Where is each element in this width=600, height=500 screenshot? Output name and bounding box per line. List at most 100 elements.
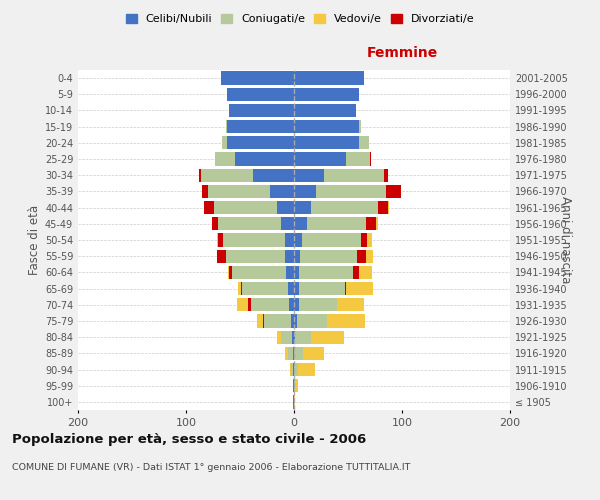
Bar	[287, 282, 294, 295]
Bar	[328, 314, 365, 328]
Text: Femmine: Femmine	[367, 46, 437, 60]
Bar	[218, 234, 223, 246]
Bar	[294, 104, 356, 117]
Bar	[376, 217, 378, 230]
Bar	[367, 234, 372, 246]
Bar	[215, 152, 235, 166]
Bar	[299, 266, 353, 279]
Bar	[302, 346, 324, 360]
Bar	[286, 234, 294, 246]
Bar	[294, 298, 299, 312]
Bar	[289, 298, 294, 312]
Bar	[281, 217, 294, 230]
Bar	[294, 168, 324, 182]
Bar	[199, 168, 201, 182]
Legend: Celibi/Nubili, Coniugati/e, Vedovi/e, Divorziati/e: Celibi/Nubili, Coniugati/e, Vedovi/e, Di…	[122, 10, 478, 28]
Bar	[227, 120, 294, 134]
Bar	[294, 346, 302, 360]
Bar	[367, 217, 376, 230]
Bar	[294, 185, 316, 198]
Text: Popolazione per età, sesso e stato civile - 2006: Popolazione per età, sesso e stato civil…	[12, 432, 366, 446]
Bar	[293, 379, 294, 392]
Bar	[218, 217, 281, 230]
Bar	[264, 314, 291, 328]
Bar	[359, 136, 368, 149]
Bar	[237, 298, 248, 312]
Bar	[294, 136, 359, 149]
Bar	[286, 266, 294, 279]
Text: COMUNE DI FUMANE (VR) - Dati ISTAT 1° gennaio 2006 - Elaborazione TUTTITALIA.IT: COMUNE DI FUMANE (VR) - Dati ISTAT 1° ge…	[12, 462, 410, 471]
Bar	[353, 266, 359, 279]
Bar	[227, 136, 294, 149]
Bar	[277, 330, 281, 344]
Bar	[294, 201, 311, 214]
Y-axis label: Anni di nascita: Anni di nascita	[559, 196, 572, 284]
Bar	[383, 168, 388, 182]
Bar	[345, 282, 346, 295]
Bar	[242, 282, 287, 295]
Bar	[253, 168, 294, 182]
Bar	[229, 104, 294, 117]
Bar	[293, 346, 294, 360]
Bar	[291, 363, 293, 376]
Bar	[359, 266, 372, 279]
Bar	[307, 217, 367, 230]
Bar	[221, 72, 294, 85]
Bar	[301, 250, 356, 263]
Bar	[227, 88, 294, 101]
Bar	[221, 136, 227, 149]
Bar	[217, 250, 226, 263]
Bar	[388, 201, 389, 214]
Bar	[361, 234, 367, 246]
Bar	[294, 250, 301, 263]
Bar	[346, 152, 370, 166]
Y-axis label: Fasce di età: Fasce di età	[28, 205, 41, 275]
Bar	[367, 250, 373, 263]
Bar	[217, 234, 218, 246]
Bar	[293, 396, 294, 408]
Bar	[302, 234, 361, 246]
Bar	[281, 330, 292, 344]
Bar	[226, 250, 286, 263]
Bar	[298, 363, 314, 376]
Bar	[277, 201, 294, 214]
Bar	[378, 201, 388, 214]
Bar	[386, 185, 401, 198]
Bar	[214, 201, 277, 214]
Bar	[295, 330, 311, 344]
Bar	[295, 379, 298, 392]
Bar	[294, 396, 295, 408]
Bar	[294, 88, 359, 101]
Bar	[238, 282, 241, 295]
Bar	[205, 201, 214, 214]
Bar	[257, 314, 263, 328]
Bar	[223, 234, 286, 246]
Bar	[299, 282, 345, 295]
Bar	[232, 266, 286, 279]
Bar	[294, 72, 364, 85]
Bar	[286, 250, 294, 263]
Bar	[294, 266, 299, 279]
Bar	[311, 201, 378, 214]
Bar	[287, 346, 293, 360]
Bar	[202, 185, 208, 198]
Bar	[356, 250, 367, 263]
Bar	[346, 282, 373, 295]
Bar	[226, 120, 227, 134]
Bar	[299, 298, 337, 312]
Bar	[290, 363, 291, 376]
Bar	[229, 266, 232, 279]
Bar	[241, 282, 242, 295]
Bar	[294, 234, 302, 246]
Bar	[212, 217, 218, 230]
Bar	[294, 217, 307, 230]
Bar	[294, 363, 298, 376]
Bar	[263, 314, 264, 328]
Bar	[270, 185, 294, 198]
Bar	[248, 298, 251, 312]
Bar	[294, 282, 299, 295]
Bar	[294, 152, 346, 166]
Bar	[235, 152, 294, 166]
Bar	[297, 314, 328, 328]
Bar	[228, 266, 229, 279]
